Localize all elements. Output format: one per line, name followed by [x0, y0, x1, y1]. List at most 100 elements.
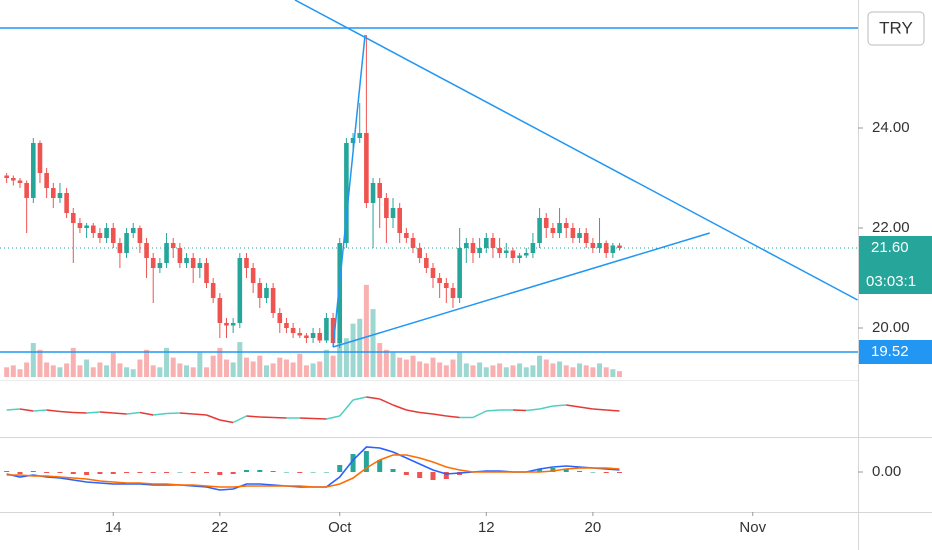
- macd-histogram: [363, 451, 369, 472]
- candle-body: [264, 288, 269, 298]
- candle-body: [210, 283, 216, 298]
- macd-histogram: [390, 469, 396, 472]
- oscillator-segment: [139, 411, 154, 416]
- macd-histogram: [70, 472, 76, 474]
- volume-bar: [110, 352, 116, 377]
- macd-histogram: [243, 470, 249, 472]
- volume-bar: [44, 362, 50, 377]
- candle-body: [177, 248, 183, 263]
- volume-bar: [250, 361, 256, 377]
- volume-bar: [290, 362, 296, 377]
- candle-body: [144, 243, 149, 258]
- candle-body: [277, 313, 283, 323]
- candle-body: [104, 228, 109, 238]
- volume-bar: [370, 309, 376, 377]
- volume-bar: [510, 365, 516, 377]
- candle-body: [4, 175, 9, 178]
- volume-bar: [310, 363, 316, 377]
- volume-bar: [150, 365, 156, 377]
- candle-body: [417, 248, 422, 258]
- candle-body: [304, 335, 309, 338]
- oscillator-segment: [299, 417, 314, 420]
- macd-histogram: [257, 470, 263, 472]
- candle-body: [230, 323, 236, 326]
- oscillator-segment: [246, 415, 260, 418]
- oscillator-segment: [366, 396, 380, 400]
- macd-tick-label: 0.00: [872, 463, 901, 480]
- macd-histogram: [164, 472, 170, 473]
- candle-body: [543, 218, 549, 228]
- volume-bar: [530, 365, 536, 377]
- volume-bar: [503, 367, 509, 377]
- volume-bar: [137, 359, 143, 377]
- oscillator-segment: [33, 409, 47, 412]
- x-tick-label: Oct: [328, 519, 352, 536]
- macd-histogram: [110, 472, 116, 474]
- volume-bar: [277, 357, 283, 377]
- candle-body: [170, 243, 176, 248]
- volume-bar: [157, 367, 163, 377]
- macd-histogram: [403, 472, 409, 475]
- oscillator-segment: [606, 409, 620, 412]
- volume-bar: [263, 365, 269, 377]
- volume-bar: [243, 357, 249, 377]
- oscillator-segment: [352, 396, 367, 401]
- volume-bar: [423, 363, 429, 377]
- currency-label[interactable]: TRY: [879, 18, 913, 37]
- oscillator-segment: [113, 412, 127, 415]
- y-tick-label: 20.00: [872, 319, 910, 336]
- volume-bar: [457, 352, 463, 377]
- trendline: [332, 232, 710, 348]
- macd-histogram: [377, 460, 383, 472]
- oscillator-segment: [379, 398, 394, 406]
- candle-body: [404, 233, 409, 238]
- candle-body: [477, 248, 482, 253]
- candle-body: [570, 228, 576, 238]
- candle-body: [390, 208, 396, 218]
- candle-body: [483, 238, 489, 248]
- candle-body: [217, 298, 223, 323]
- oscillator-segment: [73, 411, 87, 414]
- volume-bar: [397, 357, 403, 377]
- oscillator-segment: [566, 404, 580, 408]
- volume-bar: [463, 363, 469, 377]
- volume-bar: [517, 363, 523, 377]
- candle-body: [70, 213, 76, 223]
- volume-bar: [144, 349, 150, 377]
- oscillator-segment: [446, 415, 460, 419]
- volume-bar: [357, 318, 363, 377]
- macd-histogram: [190, 472, 196, 473]
- candle-body: [430, 268, 436, 278]
- candle-body: [324, 318, 329, 341]
- axes: 24.00 22.00 20.00 0.00 14 22 Oct 12 20 Nov 21.60 03…: [105, 11, 932, 536]
- candle-body: [583, 233, 589, 243]
- candle-body: [510, 250, 516, 258]
- candle-body: [597, 243, 602, 248]
- macd-histogram: [590, 472, 596, 473]
- volume-bar: [17, 369, 23, 377]
- candle-body: [603, 243, 609, 253]
- level-box: [859, 340, 932, 364]
- macd-histogram: [44, 472, 50, 473]
- macd-histogram: [577, 471, 583, 472]
- volume-bar: [197, 352, 203, 377]
- volume-bar: [557, 361, 563, 377]
- oscillator-segment: [406, 409, 420, 414]
- currency-button[interactable]: [867, 11, 925, 46]
- candle-body: [537, 218, 542, 243]
- candle-body: [503, 250, 509, 253]
- volume-bar: [403, 359, 409, 377]
- oscillator-segment: [46, 409, 61, 413]
- macd-histogram: [443, 472, 449, 479]
- trendline: [332, 34, 366, 348]
- macd-histogram: [30, 471, 36, 472]
- volume-bar: [90, 367, 96, 377]
- candle-body: [90, 225, 96, 233]
- volume-bar: [97, 362, 103, 377]
- oscillator-segment: [432, 413, 447, 417]
- volume-bar: [70, 347, 76, 377]
- oscillator-segment: [512, 409, 527, 412]
- candle-body: [310, 333, 316, 338]
- candle-body: [470, 243, 476, 253]
